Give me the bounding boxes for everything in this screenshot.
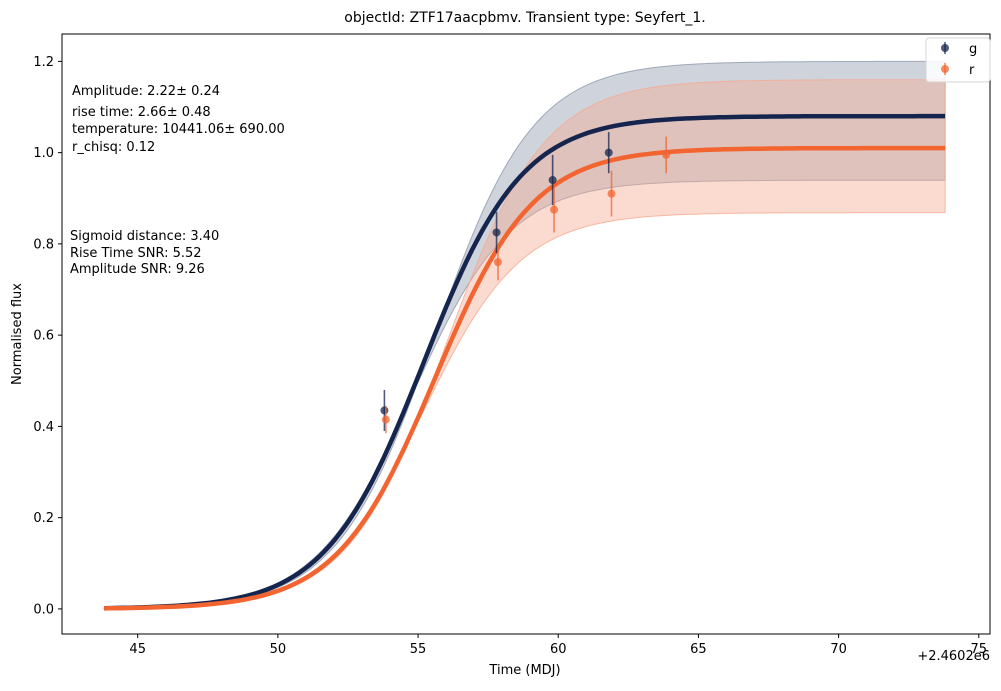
- annotation-amplitude-snr: Amplitude SNR: 9.26: [70, 262, 205, 277]
- legend-marker-g: [941, 44, 949, 52]
- x-tick-label: 45: [129, 642, 146, 657]
- annotation-sigmoid-distance: Sigmoid distance: 3.40: [70, 229, 219, 244]
- legend-label-g: g: [969, 42, 977, 57]
- x-axis-offset-label: +2.4602e6: [917, 649, 990, 664]
- y-tick-label: 0.6: [33, 329, 54, 344]
- data-point-g: [548, 176, 557, 185]
- x-tick-label: 50: [270, 642, 287, 657]
- annotation-amplitude: Amplitude: 2.22± 0.24: [72, 84, 220, 99]
- legend-box: [925, 37, 991, 83]
- y-axis-ticks: 0.0 0.2 0.4 0.6 0.8 1.0 1.2: [33, 55, 62, 617]
- x-tick-label: 75: [971, 642, 988, 657]
- fit-params-annotation: Amplitude: 2.22± 0.24 rise time: 2.66± 0…: [72, 84, 285, 155]
- y-axis-label: Normalised flux: [10, 283, 25, 385]
- data-point-g: [492, 228, 501, 237]
- data-point-r: [607, 189, 616, 198]
- fit-curve-r: [104, 145, 946, 611]
- data-points: [380, 132, 671, 434]
- data-point-g: [604, 148, 613, 157]
- chart-title: objectId: ZTF17aacpbmv. Transient type: …: [344, 10, 705, 26]
- data-point-r: [493, 258, 502, 267]
- stats-annotation: Sigmoid distance: 3.40 Rise Time SNR: 5.…: [70, 229, 219, 277]
- plot-frame: [61, 33, 991, 635]
- data-point-r: [662, 150, 671, 159]
- x-tick-label: 55: [410, 642, 427, 657]
- uncertainty-bands: [103, 60, 946, 609]
- legend-marker-r: [941, 65, 949, 73]
- x-tick-label: 65: [690, 642, 707, 657]
- legend-label-r: r: [969, 63, 975, 78]
- legend: gr: [925, 37, 991, 83]
- data-point-r: [550, 205, 559, 214]
- x-axis-label: Time (MDJ): [488, 663, 560, 678]
- data-point-g: [380, 406, 389, 415]
- fit-curve-g: [104, 113, 946, 611]
- x-tick-label: 60: [550, 642, 567, 657]
- x-tick-label: 70: [830, 642, 847, 657]
- annotation-temperature: temperature: 10441.06± 690.00: [72, 122, 285, 137]
- y-tick-label: 1.2: [33, 55, 54, 70]
- y-tick-label: 0.8: [33, 237, 54, 252]
- fit-curves: [104, 113, 946, 611]
- y-tick-label: 0.4: [33, 420, 54, 435]
- y-tick-label: 0.0: [33, 602, 54, 617]
- y-tick-label: 0.2: [33, 511, 54, 526]
- annotation-rise-time-snr: Rise Time SNR: 5.52: [70, 246, 202, 261]
- y-tick-label: 1.0: [33, 146, 54, 161]
- annotation-rise-time: rise time: 2.66± 0.48: [72, 105, 211, 120]
- x-axis-ticks: 45 50 55 60 65 70 75: [129, 634, 987, 657]
- data-point-r: [381, 415, 390, 424]
- annotation-rchisq: r_chisq: 0.12: [72, 140, 155, 155]
